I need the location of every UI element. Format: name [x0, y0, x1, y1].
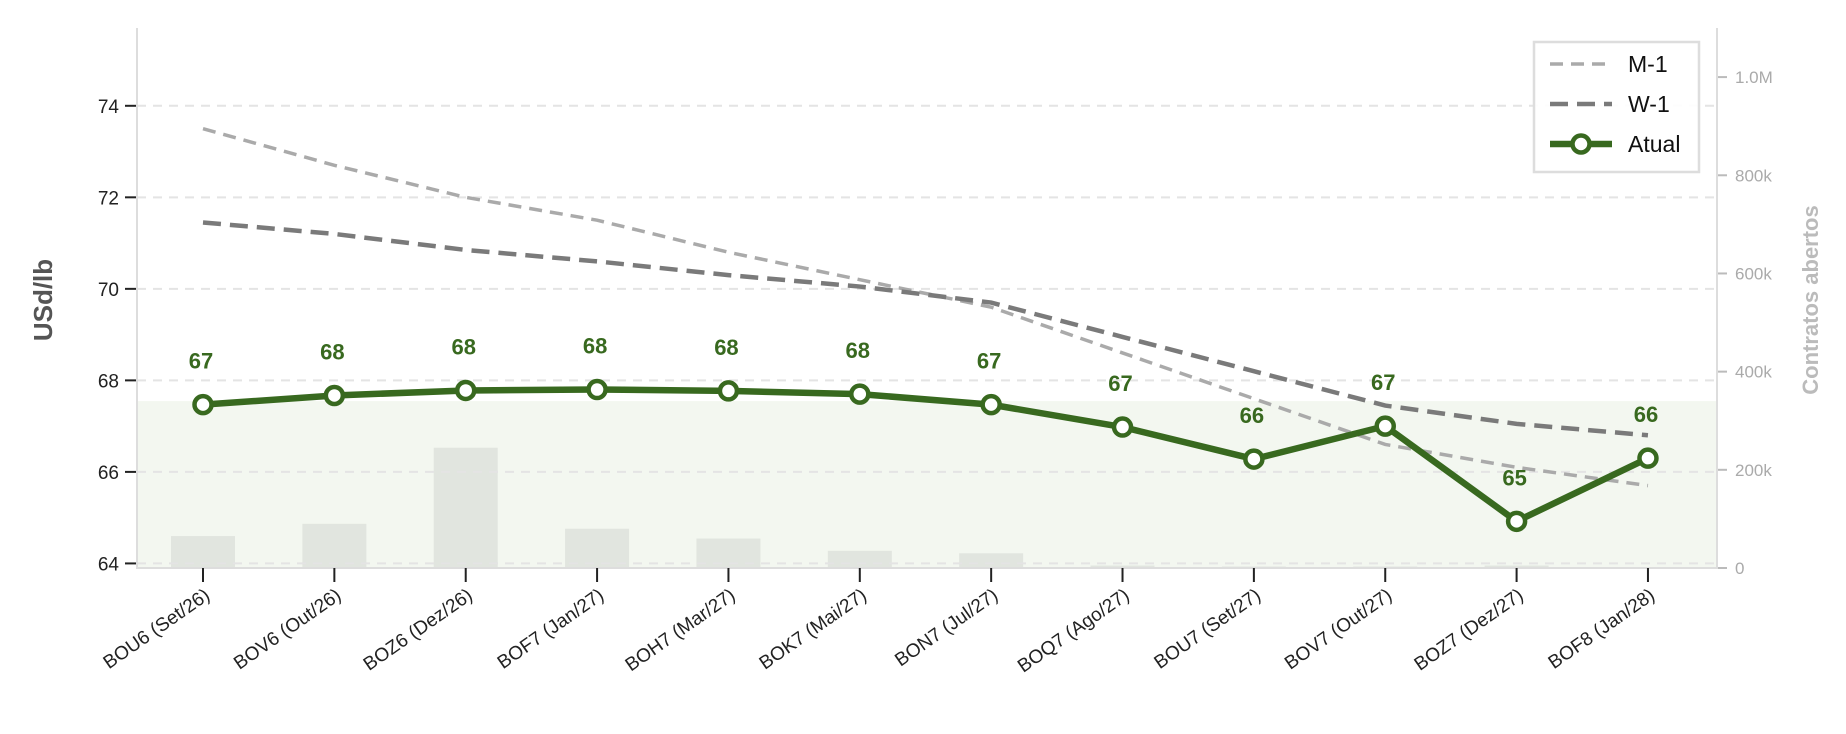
y-axis-title: USd/lb: [28, 259, 58, 341]
series-point: [454, 379, 477, 402]
x-tick-label: BOZ6 (Dez/26): [360, 585, 477, 675]
data-label: 68: [451, 334, 475, 359]
open-interest-bars: [171, 447, 1680, 568]
y-tick-label: 72: [98, 188, 119, 209]
data-label: 67: [1371, 370, 1395, 395]
x-tick-label: BOQ7 (Ago/27): [1014, 585, 1133, 677]
open-interest-bar: [565, 528, 630, 568]
open-interest-bar: [302, 523, 367, 568]
y2-tick-label: 1.0M: [1735, 68, 1773, 87]
x-tick-label: BOV6 (Out/26): [230, 585, 345, 674]
data-label: 68: [714, 335, 738, 360]
y2-axis-title: Contratos abertos: [1798, 205, 1823, 394]
y2-tick-label: 400k: [1735, 363, 1772, 382]
series-point: [1111, 416, 1134, 438]
series-point: [980, 393, 1002, 416]
y-tick-label: 74: [98, 97, 120, 118]
series-point: [192, 393, 214, 416]
y2-tick-label: 200k: [1735, 461, 1772, 480]
series-line-0: [202, 126, 1649, 488]
legend-label-2: Atual: [1628, 131, 1680, 157]
x-tick-label: BOH7 (Mar/27): [622, 585, 740, 676]
x-tick-label: BOZ7 (Dez/27): [1411, 585, 1528, 675]
legend: M-1 W-1 Atual: [1532, 40, 1701, 174]
y-tick-label: 68: [98, 371, 119, 392]
y-tick-label: 64: [98, 554, 120, 575]
series-point: [849, 383, 871, 405]
x-tick-label: BON7 (Jul/27): [891, 585, 1002, 671]
legend-label-1: W-1: [1628, 91, 1670, 117]
open-interest-bar: [433, 447, 498, 568]
series-point: [1505, 510, 1528, 533]
data-label: 68: [320, 339, 344, 364]
data-labels: 67 68 68 68 68 68 67 67 66 67 65 66: [189, 334, 1658, 491]
data-label: 67: [189, 349, 213, 374]
open-interest-bar: [1484, 565, 1549, 568]
legend-label-0: M-1: [1628, 51, 1668, 77]
series-point: [1374, 415, 1396, 437]
series-line-1: [202, 220, 1649, 438]
data-label: 67: [1108, 371, 1132, 396]
series-line-2: [202, 386, 1650, 525]
series-point: [1637, 447, 1659, 469]
data-label: 65: [1502, 465, 1526, 490]
series-point: [1243, 448, 1265, 470]
x-tick-label: BOK7 (Mai/27): [756, 585, 871, 674]
y-tick-label: 70: [98, 280, 119, 301]
open-interest-area-layer: [137, 401, 1717, 568]
legend-marker: [1570, 133, 1592, 155]
open-interest-bar: [827, 550, 892, 568]
y2-tick-label: 0: [1735, 559, 1744, 578]
y-tick-label: 66: [98, 463, 119, 484]
x-tick-label: BOF8 (Jan/28): [1545, 585, 1659, 674]
open-interest-area: [137, 401, 1717, 568]
data-label: 66: [1240, 403, 1264, 428]
axes: 64 66 68 70 72 74 0 200k 400k 600k 800k 1.0M BOU6 (S…: [98, 28, 1773, 677]
x-tick-label: BOU7 (Set/27): [1151, 585, 1265, 674]
series-point: [323, 384, 346, 407]
x-tick-label: BOF7 (Jan/27): [494, 585, 608, 674]
data-label: 68: [583, 334, 607, 359]
y2-tick-label: 800k: [1735, 166, 1772, 185]
open-interest-bar: [1090, 565, 1155, 568]
data-label: 66: [1634, 402, 1658, 427]
series-lines: [192, 126, 1659, 533]
series-point: [586, 378, 608, 401]
y2-tick-label: 600k: [1735, 264, 1772, 283]
x-tick-label: BOV7 (Out/27): [1281, 585, 1396, 674]
x-tick-label: BOU6 (Set/26): [100, 585, 214, 674]
data-label: 68: [846, 338, 870, 363]
data-label: 67: [977, 349, 1001, 374]
series-point: [717, 380, 740, 402]
open-interest-bar: [959, 553, 1024, 568]
